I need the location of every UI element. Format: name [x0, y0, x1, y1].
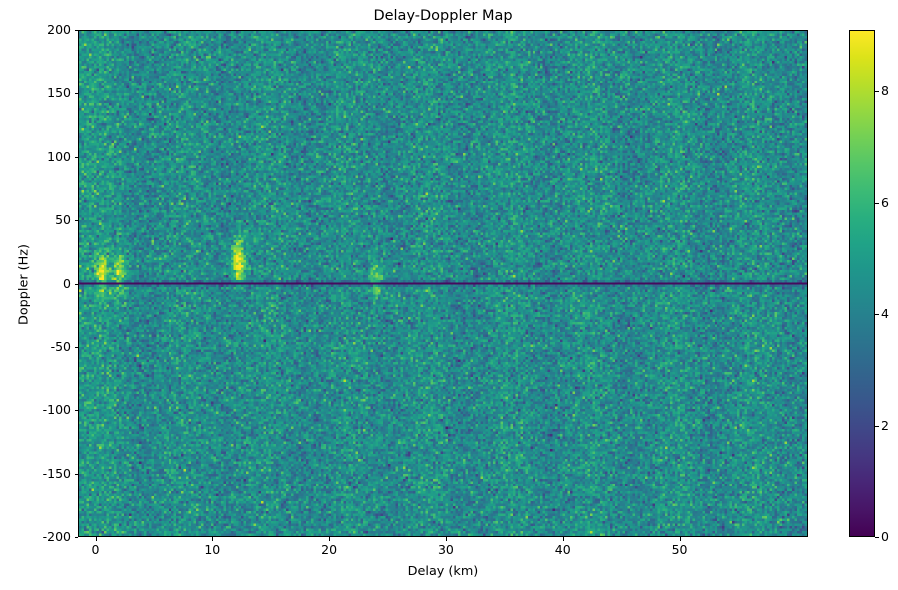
x-axis-label: Delay (km)	[407, 564, 479, 579]
x-tick-label: 10	[204, 542, 221, 557]
y-tick-mark	[74, 537, 78, 538]
x-tick-label: 0	[91, 542, 100, 557]
y-tick-mark	[74, 473, 78, 475]
colorbar-tick-label: 0	[881, 529, 889, 544]
y-axis-label: Doppler (Hz)	[16, 244, 32, 326]
colorbar	[849, 30, 875, 537]
x-tick-label: 30	[437, 542, 454, 557]
y-tick-label: -150	[42, 465, 71, 481]
colorbar-tick-label: 4	[881, 306, 889, 322]
colorbar-tick-mark	[875, 314, 879, 316]
y-tick-mark	[74, 346, 78, 348]
page-title: Delay-Doppler Map	[373, 8, 513, 24]
colorbar-tick-label: 6	[881, 194, 889, 210]
colorbar-tick-mark	[875, 202, 879, 204]
x-tick-label: 20	[321, 542, 338, 557]
heatmap-plot-area	[78, 30, 808, 537]
colorbar-tick-mark	[875, 425, 879, 427]
colorbar-tick-mark	[875, 91, 879, 93]
x-tick-mark	[329, 537, 331, 541]
y-tick-label: 150	[47, 85, 71, 101]
y-tick-mark	[74, 156, 78, 158]
y-tick-label: 0	[63, 275, 71, 291]
y-tick-label: -50	[50, 338, 71, 354]
y-tick-label: 50	[55, 212, 71, 228]
x-tick-mark	[679, 537, 681, 541]
x-tick-mark	[212, 537, 214, 541]
x-tick-mark	[445, 537, 447, 541]
y-tick-label: -100	[42, 402, 71, 418]
y-tick-label: -200	[42, 529, 71, 544]
y-tick-mark	[74, 93, 78, 95]
colorbar-tick-label: 2	[881, 417, 889, 433]
x-tick-label: 50	[671, 542, 688, 557]
y-tick-label: 200	[47, 22, 71, 37]
y-tick-mark	[74, 410, 78, 412]
y-tick-mark	[74, 30, 78, 31]
colorbar-gradient	[850, 31, 874, 536]
y-tick-mark	[74, 283, 78, 285]
y-tick-label: 100	[47, 148, 71, 164]
colorbar-tick-mark	[875, 537, 879, 538]
x-tick-mark	[562, 537, 564, 541]
delay-doppler-heatmap	[79, 31, 807, 536]
y-tick-mark	[74, 220, 78, 222]
x-tick-mark	[95, 537, 97, 541]
colorbar-tick-label: 8	[881, 83, 889, 99]
x-tick-label: 40	[554, 542, 571, 557]
